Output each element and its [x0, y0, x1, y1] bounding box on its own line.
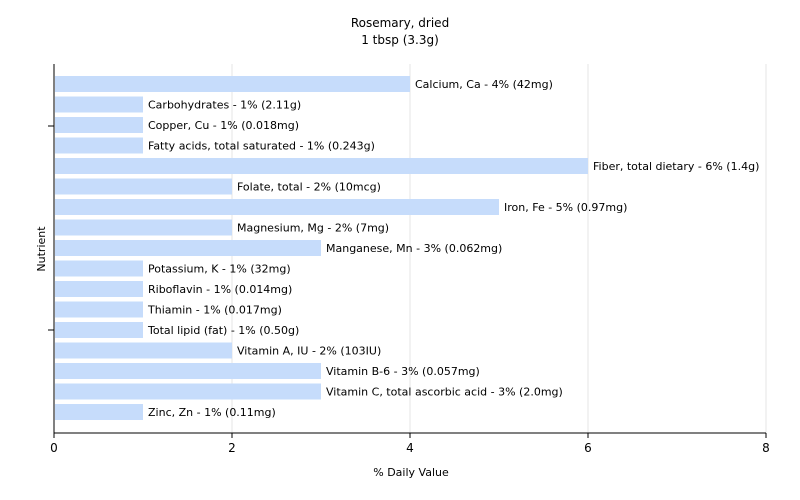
bar [55, 178, 232, 195]
bar [55, 96, 143, 113]
bar-label: Calcium, Ca - 4% (42mg) [415, 78, 553, 91]
chart-title: Rosemary, dried [351, 16, 449, 30]
bar-label: Riboflavin - 1% (0.014mg) [148, 283, 292, 296]
bars: Calcium, Ca - 4% (42mg) Carbohydrates - 1… [55, 76, 759, 420]
bar-label: Manganese, Mn - 3% (0.062mg) [326, 242, 502, 255]
axes: 0 2 4 6 8 [48, 64, 770, 455]
bar-label: Fiber, total dietary - 6% (1.4g) [593, 160, 759, 173]
bar-label: Vitamin A, IU - 2% (103IU) [237, 345, 381, 358]
bar-label: Vitamin C, total ascorbic acid - 3% (2.0… [326, 386, 563, 399]
bar-label: Thiamin - 1% (0.017mg) [147, 304, 282, 317]
bar [55, 301, 143, 318]
bar-label: Total lipid (fat) - 1% (0.50g) [147, 324, 299, 337]
bar-label: Zinc, Zn - 1% (0.11mg) [148, 406, 276, 419]
x-axis-label: % Daily Value [373, 466, 449, 479]
chart-subtitle: 1 tbsp (3.3g) [361, 33, 439, 47]
x-tick-label: 4 [406, 441, 414, 455]
bar-label: Fatty acids, total saturated - 1% (0.243… [148, 140, 375, 153]
x-tick-label: 8 [762, 441, 770, 455]
bar [55, 137, 143, 154]
bar-label: Carbohydrates - 1% (2.11g) [148, 99, 301, 112]
bar [55, 219, 232, 236]
bar [55, 117, 143, 133]
bar-label: Copper, Cu - 1% (0.018mg) [148, 119, 299, 132]
bar [55, 322, 143, 338]
bar [55, 342, 232, 359]
x-tick-label: 6 [584, 441, 592, 455]
y-axis-label: Nutrient [35, 226, 48, 272]
x-tick-label: 2 [228, 441, 236, 455]
bar [55, 281, 143, 297]
bar [55, 383, 321, 400]
bar [55, 363, 321, 379]
bar-label: Vitamin B-6 - 3% (0.057mg) [326, 365, 480, 378]
bar [55, 240, 321, 256]
bar [55, 260, 143, 277]
bar [55, 199, 499, 215]
bar-label: Iron, Fe - 5% (0.97mg) [504, 201, 627, 214]
bar-label: Potassium, K - 1% (32mg) [148, 263, 291, 276]
x-tick-label: 0 [50, 441, 58, 455]
bar [55, 158, 588, 174]
bar-label: Magnesium, Mg - 2% (7mg) [237, 222, 389, 235]
bar-label: Folate, total - 2% (10mcg) [237, 181, 381, 194]
bar [55, 404, 143, 420]
bar [55, 76, 410, 92]
